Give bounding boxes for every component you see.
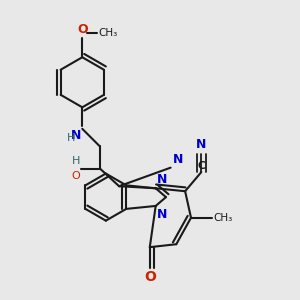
Text: CH₃: CH₃ xyxy=(213,213,232,223)
Text: N: N xyxy=(70,129,81,142)
Text: N: N xyxy=(157,208,167,221)
Text: N: N xyxy=(173,153,183,166)
Text: O: O xyxy=(144,270,156,284)
Text: CH₃: CH₃ xyxy=(98,28,118,38)
Text: H: H xyxy=(71,156,80,166)
Text: N: N xyxy=(196,138,206,151)
Text: N: N xyxy=(157,173,167,186)
Text: O: O xyxy=(71,171,80,181)
Text: H: H xyxy=(67,133,75,143)
Text: C: C xyxy=(197,160,206,171)
Text: O: O xyxy=(77,23,88,36)
